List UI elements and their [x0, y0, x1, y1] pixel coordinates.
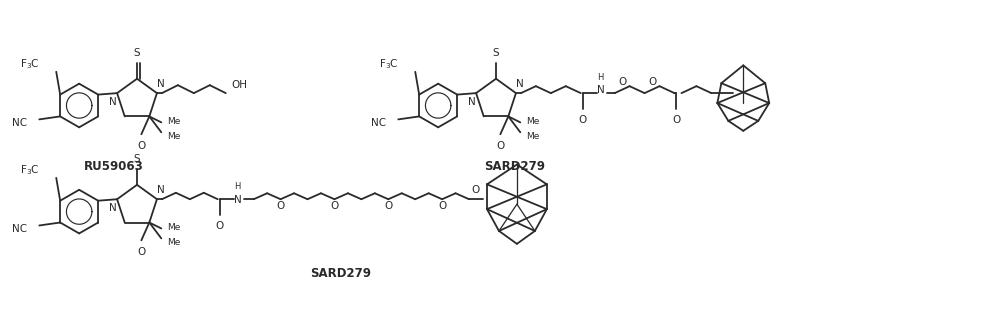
- Text: OH: OH: [232, 80, 248, 90]
- Text: O: O: [330, 201, 339, 211]
- Text: NC: NC: [12, 118, 27, 128]
- Text: O: O: [672, 115, 681, 125]
- Text: S: S: [134, 154, 140, 164]
- Text: N: N: [157, 79, 165, 89]
- Text: F$_3$C: F$_3$C: [379, 57, 398, 71]
- Text: Me: Me: [167, 117, 181, 126]
- Text: Me: Me: [167, 223, 181, 232]
- Text: O: O: [648, 77, 656, 87]
- Text: O: O: [471, 185, 479, 195]
- Text: O: O: [618, 77, 626, 87]
- Text: O: O: [216, 221, 224, 231]
- Text: O: O: [137, 247, 145, 257]
- Text: N: N: [157, 185, 165, 195]
- Text: H: H: [598, 73, 604, 82]
- Text: Me: Me: [167, 238, 181, 247]
- Text: SARD279: SARD279: [310, 267, 371, 280]
- Text: O: O: [137, 141, 145, 151]
- Text: N: N: [468, 97, 476, 107]
- Text: H: H: [235, 182, 241, 191]
- Text: O: O: [496, 141, 504, 151]
- Text: SARD279: SARD279: [484, 160, 545, 174]
- Text: O: O: [579, 115, 587, 125]
- Text: Me: Me: [167, 132, 181, 141]
- Text: Me: Me: [526, 132, 540, 141]
- Text: O: O: [438, 201, 446, 211]
- Text: F$_3$C: F$_3$C: [20, 163, 39, 177]
- Text: S: S: [134, 48, 140, 58]
- Text: N: N: [109, 97, 117, 107]
- Text: Me: Me: [526, 117, 540, 126]
- Text: NC: NC: [371, 118, 386, 128]
- Text: F$_3$C: F$_3$C: [20, 57, 39, 71]
- Text: N: N: [516, 79, 524, 89]
- Text: N: N: [597, 85, 605, 95]
- Text: RU59063: RU59063: [84, 160, 144, 174]
- Text: NC: NC: [12, 224, 27, 234]
- Text: O: O: [384, 201, 392, 211]
- Text: N: N: [109, 203, 117, 213]
- Text: N: N: [234, 195, 242, 205]
- Text: S: S: [493, 48, 499, 58]
- Text: O: O: [276, 201, 285, 211]
